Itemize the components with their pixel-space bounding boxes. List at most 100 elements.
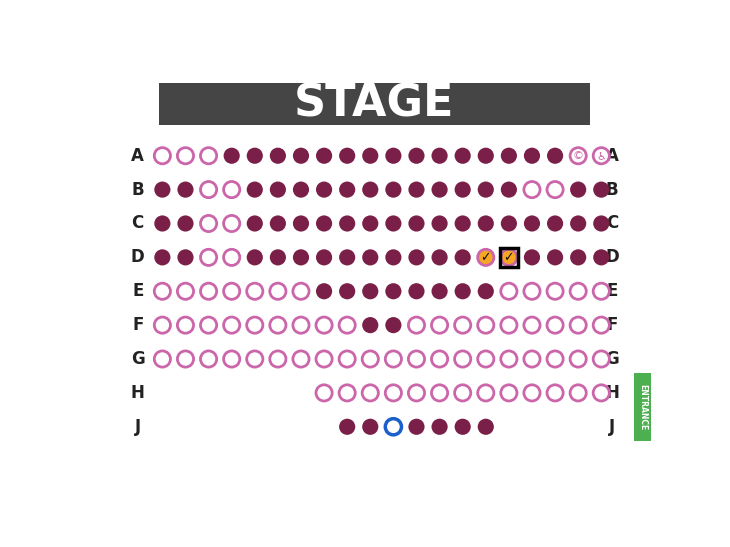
Circle shape	[362, 148, 378, 164]
Circle shape	[524, 148, 540, 164]
Circle shape	[201, 148, 217, 164]
Circle shape	[408, 216, 425, 231]
Circle shape	[547, 216, 563, 231]
Circle shape	[593, 182, 610, 197]
Text: H: H	[605, 384, 619, 402]
Circle shape	[593, 351, 610, 367]
Circle shape	[408, 418, 425, 435]
Circle shape	[316, 351, 332, 367]
Circle shape	[339, 216, 356, 231]
Circle shape	[154, 148, 171, 164]
Circle shape	[247, 317, 263, 333]
Circle shape	[431, 249, 447, 265]
Circle shape	[339, 148, 356, 164]
Circle shape	[570, 148, 586, 164]
Circle shape	[501, 182, 517, 197]
Circle shape	[431, 182, 447, 197]
Text: ©: ©	[572, 151, 584, 161]
Circle shape	[154, 182, 171, 197]
Circle shape	[593, 216, 610, 231]
Circle shape	[339, 283, 356, 299]
Circle shape	[293, 148, 309, 164]
Circle shape	[431, 351, 447, 367]
Circle shape	[177, 216, 193, 231]
Circle shape	[547, 249, 563, 265]
Circle shape	[408, 148, 425, 164]
Bar	[158, 83, 590, 125]
Circle shape	[339, 418, 356, 435]
Circle shape	[154, 249, 171, 265]
Circle shape	[270, 351, 286, 367]
Circle shape	[201, 216, 217, 231]
Circle shape	[223, 148, 239, 164]
Circle shape	[477, 385, 494, 401]
Circle shape	[477, 216, 494, 231]
Text: J: J	[609, 418, 615, 436]
Text: E: E	[132, 282, 143, 300]
Circle shape	[593, 283, 610, 299]
Circle shape	[339, 385, 356, 401]
Circle shape	[477, 351, 494, 367]
Circle shape	[547, 385, 563, 401]
Circle shape	[177, 283, 193, 299]
Circle shape	[455, 351, 471, 367]
Circle shape	[270, 317, 286, 333]
Circle shape	[570, 249, 586, 265]
Circle shape	[177, 148, 193, 164]
Circle shape	[524, 351, 540, 367]
Circle shape	[501, 216, 517, 231]
Circle shape	[293, 351, 309, 367]
Circle shape	[593, 249, 610, 265]
Circle shape	[570, 351, 586, 367]
Circle shape	[293, 283, 309, 299]
Text: D: D	[131, 248, 145, 266]
Circle shape	[316, 249, 332, 265]
Circle shape	[547, 317, 563, 333]
Circle shape	[339, 182, 356, 197]
Text: C: C	[131, 214, 144, 232]
Circle shape	[524, 385, 540, 401]
Circle shape	[177, 317, 193, 333]
Text: ♿: ♿	[596, 151, 607, 161]
Circle shape	[339, 351, 356, 367]
Circle shape	[270, 182, 286, 197]
Circle shape	[455, 418, 471, 435]
Circle shape	[524, 283, 540, 299]
Bar	[499, 248, 518, 266]
Circle shape	[570, 385, 586, 401]
Circle shape	[385, 148, 402, 164]
Text: F: F	[607, 316, 618, 334]
Circle shape	[593, 317, 610, 333]
Circle shape	[455, 182, 471, 197]
Circle shape	[501, 385, 517, 401]
Circle shape	[154, 317, 171, 333]
Circle shape	[362, 283, 378, 299]
Circle shape	[524, 182, 540, 197]
Circle shape	[362, 351, 378, 367]
Circle shape	[316, 283, 332, 299]
Circle shape	[154, 351, 171, 367]
Circle shape	[270, 249, 286, 265]
Circle shape	[431, 148, 447, 164]
Text: C: C	[606, 214, 618, 232]
Text: ✓: ✓	[504, 251, 514, 264]
Circle shape	[524, 317, 540, 333]
Circle shape	[431, 216, 447, 231]
Circle shape	[477, 148, 494, 164]
Circle shape	[201, 182, 217, 197]
Circle shape	[154, 216, 171, 231]
Circle shape	[501, 317, 517, 333]
Circle shape	[501, 283, 517, 299]
Circle shape	[247, 216, 263, 231]
Circle shape	[201, 351, 217, 367]
Circle shape	[316, 385, 332, 401]
Circle shape	[270, 283, 286, 299]
Bar	[634, 373, 651, 441]
Circle shape	[385, 283, 402, 299]
Circle shape	[247, 148, 263, 164]
Circle shape	[154, 283, 171, 299]
Circle shape	[293, 182, 309, 197]
Text: B: B	[606, 181, 618, 199]
Circle shape	[293, 317, 309, 333]
Circle shape	[293, 249, 309, 265]
